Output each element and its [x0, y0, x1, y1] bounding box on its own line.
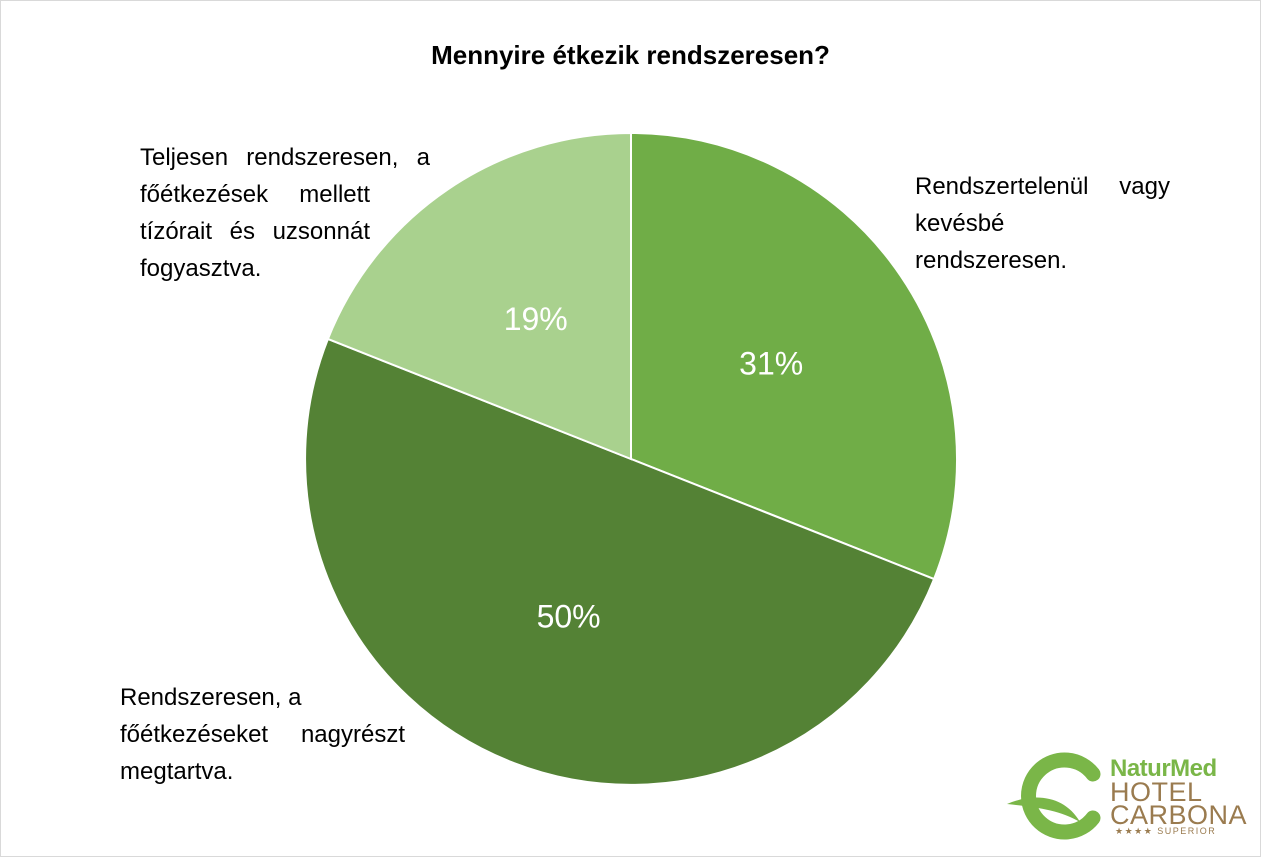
pie-slice-1 [304, 337, 936, 786]
slice-label-2-line: fogyasztva. [140, 255, 262, 282]
pie-slice-2 [326, 131, 632, 461]
chart-title: Mennyire étkezik rendszeresen? [431, 40, 830, 70]
naturmed-hotel-carbona-logo: NaturMed HOTEL CARBONA ★★★★ SUPERIOR [1005, 752, 1250, 844]
slice-label-0-line: rendszeresen. [915, 247, 1068, 274]
slice-label-1-line: megtartva. [120, 758, 234, 785]
logo-line-3: CARBONA [1110, 800, 1248, 830]
slice-label-0-line: Rendszertelenül vagy [915, 173, 1170, 200]
logo-line-1: NaturMed [1110, 755, 1217, 782]
slice-label-1: Rendszeresen, a főétkezéseket nagyrészt … [120, 679, 405, 790]
logo-line-4: ★★★★ SUPERIOR [1115, 826, 1217, 836]
slice-label-0-line: kevésbé [915, 210, 1005, 237]
slice-label-1-line: Rendszeresen, a [120, 684, 302, 711]
data-label-0: 31% [739, 346, 803, 382]
pie-slice-0 [630, 131, 958, 581]
data-label-2: 19% [504, 301, 568, 337]
slice-label-0: Rendszertelenül vagy kevésbé rendszerese… [915, 168, 1170, 279]
slice-label-2-line: főétkezések mellett [140, 181, 370, 208]
slice-label-1-line: főétkezéseket nagyrészt [120, 721, 405, 748]
logo-swirl-icon [1007, 752, 1101, 840]
slice-label-2-line: Teljesen rendszeresen, a [140, 144, 430, 171]
logo-line-2: HOTEL [1110, 777, 1203, 807]
slice-label-2: Teljesen rendszeresen, a főétkezések mel… [140, 139, 430, 287]
data-label-1: 50% [537, 599, 601, 635]
slice-label-2-line: tízórait és uzsonnát [140, 218, 370, 245]
